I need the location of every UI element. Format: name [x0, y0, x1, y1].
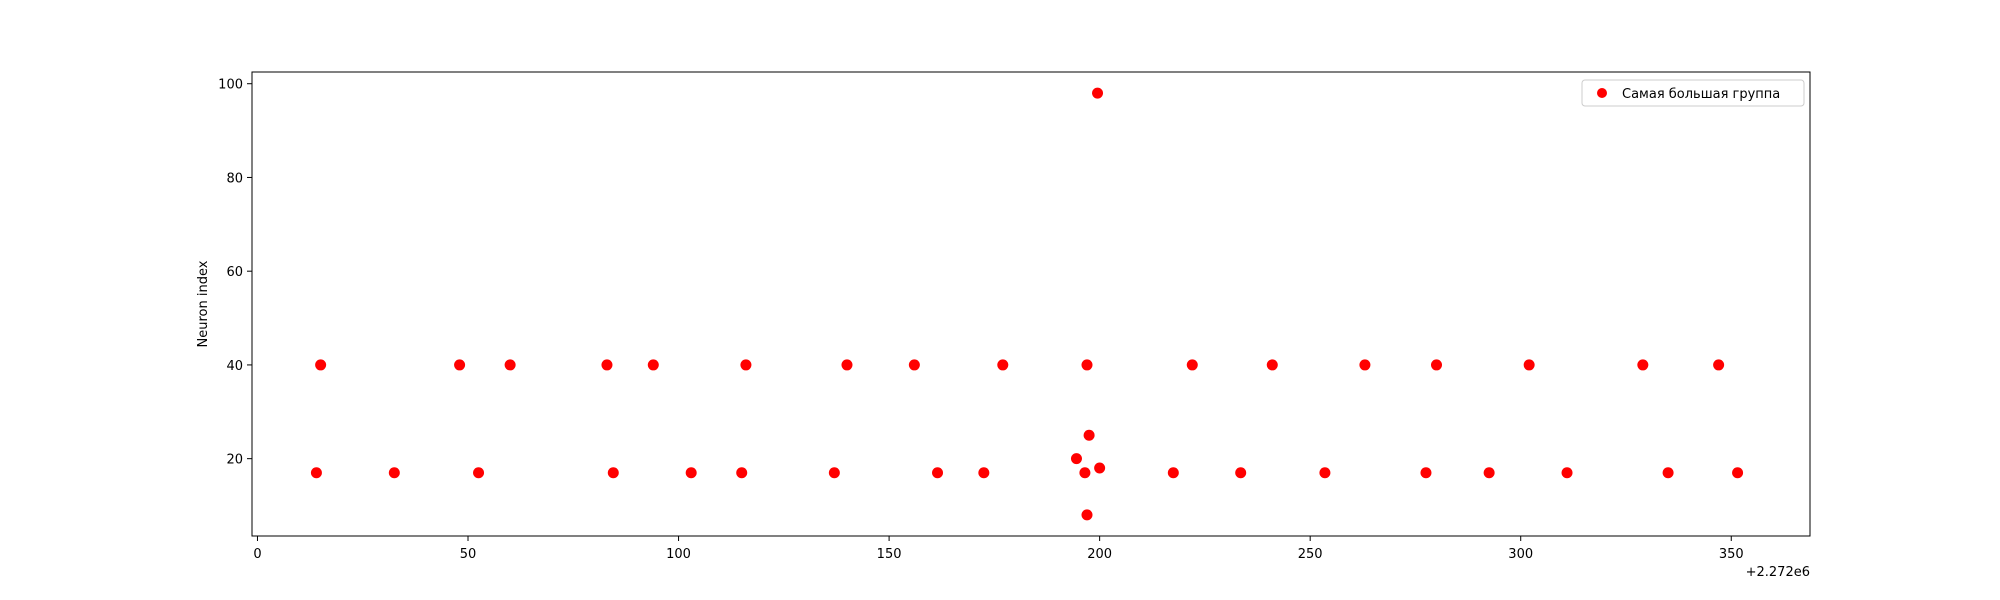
axes-frame	[251, 71, 1811, 537]
data-point	[1079, 467, 1091, 479]
data-point	[1081, 509, 1093, 521]
data-point	[740, 359, 752, 371]
data-point	[1167, 467, 1179, 479]
data-point	[1662, 467, 1674, 479]
data-point	[504, 359, 516, 371]
legend-box	[1581, 79, 1805, 107]
data-point	[1094, 462, 1106, 474]
data-point	[841, 359, 853, 371]
data-point	[1431, 359, 1443, 371]
y-axis-label: Neuron index	[196, 260, 211, 347]
data-point	[315, 359, 327, 371]
x-tick-label: 50	[460, 547, 477, 562]
data-point	[978, 467, 990, 479]
data-point	[736, 467, 748, 479]
data-point	[1483, 467, 1495, 479]
x-tick-label: 200	[1087, 547, 1112, 562]
y-axis: 20 40 60 80 100	[218, 78, 252, 468]
data-point	[1266, 359, 1278, 371]
legend-label: Самая большая группа	[1622, 87, 1780, 102]
x-tick-label: 350	[1719, 547, 1744, 562]
x-tick-label: 100	[666, 547, 691, 562]
data-point	[1561, 467, 1573, 479]
x-tick-label: 0	[253, 547, 261, 562]
data-point	[1732, 467, 1744, 479]
x-axis: 0 50 100 150 200 250 300 350	[253, 536, 1744, 562]
y-tick-label: 60	[226, 265, 243, 280]
data-point	[1083, 429, 1095, 441]
data-point	[1420, 467, 1432, 479]
data-point	[1235, 467, 1247, 479]
data-point	[310, 467, 322, 479]
data-point	[647, 359, 659, 371]
data-point	[1359, 359, 1371, 371]
data-point	[1070, 453, 1082, 465]
plot-area	[310, 87, 1744, 521]
y-tick-label: 80	[226, 171, 243, 186]
data-point	[1523, 359, 1535, 371]
legend: Самая большая группа	[1581, 79, 1805, 107]
data-point	[1319, 467, 1331, 479]
y-tick-label: 40	[226, 359, 243, 374]
x-tick-label: 250	[1298, 547, 1323, 562]
data-point	[828, 467, 840, 479]
x-tick-label: 150	[877, 547, 902, 562]
data-point	[932, 467, 944, 479]
data-point	[1713, 359, 1725, 371]
data-point	[473, 467, 485, 479]
y-tick-label: 100	[218, 78, 243, 93]
data-point	[685, 467, 697, 479]
x-tick-label: 300	[1508, 547, 1533, 562]
legend-marker	[1597, 88, 1607, 98]
data-point	[607, 467, 619, 479]
data-point	[454, 359, 466, 371]
x-axis-offset-label: +2.272e6	[1746, 565, 1810, 580]
data-point	[997, 359, 1009, 371]
data-point	[1092, 87, 1104, 99]
data-point	[1186, 359, 1198, 371]
y-tick-label: 20	[226, 453, 243, 468]
data-point	[388, 467, 400, 479]
data-point	[601, 359, 613, 371]
data-point	[1081, 359, 1093, 371]
data-point	[1637, 359, 1649, 371]
data-point	[908, 359, 920, 371]
